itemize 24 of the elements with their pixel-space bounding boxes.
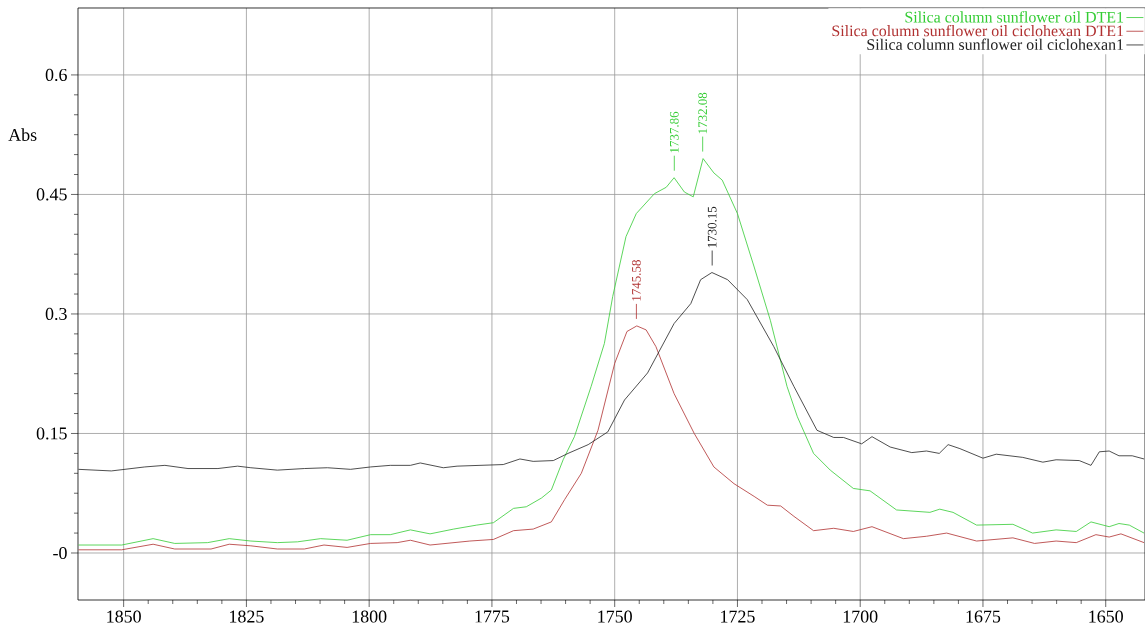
x-tick-label: 1850 — [107, 610, 141, 623]
x-tick-label: 1825 — [230, 610, 264, 623]
annotation: 1737.86 — [669, 111, 679, 153]
x-tick-label: 1750 — [598, 610, 632, 623]
y-tick-label: -0 — [53, 546, 67, 560]
annotation: 1732.08 — [698, 92, 708, 134]
x-tick-label: 1675 — [966, 610, 1001, 623]
annotation: 1730.15 — [707, 206, 717, 248]
x-tick-label: 1650 — [1089, 610, 1123, 623]
y-tick-label: 0.6 — [45, 68, 67, 82]
legend-label: Silica column sunflower oil ciclohexan DTE1 — [832, 24, 1124, 37]
y-axis-title: Abs — [8, 128, 37, 141]
line-series — [78, 325, 1145, 551]
legend-label: Silica column sunflower oil DTE1 — [905, 11, 1124, 23]
y-tick-label: 0.45 — [36, 188, 67, 201]
x-tick-label: 1800 — [352, 610, 387, 623]
line-series — [78, 158, 1145, 546]
y-tick-label: 0.3 — [45, 307, 67, 321]
annotation: 1745.58 — [632, 260, 641, 301]
legend-label: Silica column sunflower oil ciclohexan1 — [867, 38, 1124, 50]
x-tick-label: 1775 — [475, 610, 510, 623]
x-tick-label: 1725 — [721, 610, 755, 623]
x-tick-label: 1700 — [843, 610, 878, 623]
y-tick-label: 0.15 — [36, 427, 67, 440]
